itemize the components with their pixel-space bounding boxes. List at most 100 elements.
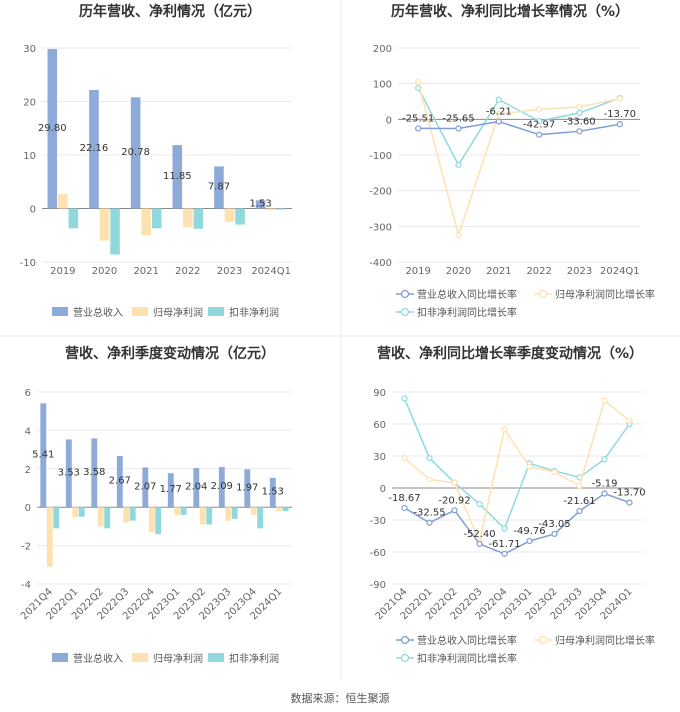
bar-deducted-net-profit — [129, 507, 136, 521]
data-point — [626, 499, 633, 506]
y-tick-label: 0 — [386, 115, 392, 126]
data-label: -25.65 — [442, 113, 474, 124]
y-tick-label: 10 — [23, 151, 36, 162]
data-label: -52.40 — [463, 529, 495, 540]
bar-deducted-net-profit — [78, 507, 85, 517]
legend-label: 归母净利润 — [153, 652, 203, 665]
data-point — [616, 121, 623, 128]
bar-net-profit — [58, 194, 68, 209]
data-label: -13.70 — [604, 109, 636, 120]
y-tick-label: -60 — [370, 548, 386, 559]
bar-net-profit — [72, 507, 79, 517]
data-label: 2.07 — [134, 481, 156, 492]
legend-label: 营业总收入 — [73, 652, 123, 665]
bar-revenue — [218, 467, 225, 508]
data-point — [455, 161, 462, 169]
bar-net-profit — [225, 507, 232, 521]
chart-title: 历年营收、净利情况（亿元） — [79, 3, 261, 20]
data-source: 数据来源：恒生聚源 — [290, 692, 390, 705]
legend-marker — [538, 289, 548, 299]
data-label: -21.61 — [563, 496, 595, 507]
data-label: -25.51 — [402, 113, 434, 124]
data-label: 1.97 — [236, 482, 258, 493]
bar-revenue — [116, 455, 123, 508]
data-label: 3.58 — [83, 467, 105, 478]
bar-revenue — [193, 468, 200, 508]
bar-deducted-net-profit — [231, 507, 238, 519]
data-label: 1.53 — [262, 487, 284, 498]
data-point — [415, 125, 422, 132]
bar-net-profit — [183, 208, 193, 228]
data-label: 2.67 — [109, 476, 131, 487]
data-point — [426, 519, 433, 526]
bar-net-profit — [250, 507, 257, 515]
x-tick-label: 2020 — [92, 266, 117, 277]
x-tick-label: 2019 — [50, 266, 75, 277]
data-label: 20.78 — [121, 147, 150, 158]
data-point — [476, 500, 483, 508]
bar-deducted-net-profit — [53, 507, 60, 529]
bar-revenue — [89, 89, 99, 209]
data-label: 3.53 — [58, 467, 80, 478]
data-point — [401, 395, 408, 402]
legend-label: 营业总收入同比增长率 — [417, 634, 517, 647]
x-tick-label: 2021 — [486, 266, 511, 277]
y-tick-label: 100 — [373, 80, 392, 91]
y-tick-label: 30 — [23, 44, 36, 55]
data-label: -5.19 — [592, 479, 618, 490]
y-tick-label: -4 — [21, 580, 31, 591]
data-point — [626, 417, 633, 424]
y-tick-label: 20 — [23, 98, 36, 109]
legend-label: 归母净利润同比增长率 — [555, 288, 655, 301]
bar-net-profit — [46, 507, 53, 567]
y-tick-label: -200 — [369, 187, 392, 198]
data-point — [551, 468, 558, 476]
bar-net-profit — [97, 507, 104, 527]
bar-net-profit — [276, 507, 283, 512]
legend-label: 扣非净利润同比增长率 — [417, 652, 517, 665]
data-point — [501, 426, 508, 433]
legend-label: 归母净利润 — [153, 306, 203, 319]
bar-net-profit — [148, 507, 155, 533]
data-point — [536, 118, 543, 125]
y-tick-label: -2 — [21, 542, 31, 553]
x-tick-label: 2021 — [133, 266, 158, 277]
x-tick-label: 2024Q1 — [600, 266, 640, 277]
series-line-0 — [404, 492, 630, 555]
data-label: -32.55 — [413, 508, 445, 519]
y-tick-label: -100 — [369, 151, 392, 162]
chart-quarterly-growth: 营收、净利同比增长率季度变动情况（%）-90-60-3003060902021Q… — [370, 345, 655, 665]
y-tick-label: 0 — [30, 205, 36, 216]
data-point — [601, 456, 608, 463]
bar-deducted-net-profit — [68, 208, 79, 229]
data-label: -61.71 — [488, 539, 520, 550]
y-tick-label: -400 — [369, 258, 392, 269]
x-tick-label: 2023 — [217, 266, 242, 277]
legend-marker — [538, 635, 548, 645]
data-label: 1.53 — [249, 198, 271, 209]
data-point — [526, 537, 533, 545]
bar-deducted-net-profit — [104, 507, 111, 529]
bar-revenue — [40, 403, 47, 508]
data-point — [576, 109, 583, 117]
data-point — [426, 476, 433, 483]
y-tick-label: 30 — [373, 452, 386, 463]
legend-marker — [400, 289, 410, 299]
chart-annual-revenue-profit: 历年营收、净利情况（亿元） -10 0 10 20 30 2019 2020 2021 2022 2… — [20, 3, 292, 319]
bar-deducted-net-profit — [180, 507, 187, 515]
legend-label: 扣非净利润同比增长率 — [417, 306, 517, 319]
data-label: -6.21 — [486, 107, 512, 118]
data-point — [601, 397, 608, 404]
chart-title: 历年营收、净利同比增长率情况（%） — [391, 3, 629, 20]
data-label: -20.92 — [438, 495, 470, 506]
data-point — [426, 455, 433, 462]
data-point — [495, 110, 502, 118]
data-point — [495, 96, 502, 103]
data-label: 2.09 — [211, 481, 233, 492]
bar-deducted-net-profit — [235, 208, 245, 225]
bar-revenue — [214, 166, 224, 209]
legend-marker — [400, 635, 410, 645]
x-tick-label: 2020 — [446, 266, 471, 277]
y-tick-label: 0 — [380, 484, 386, 495]
